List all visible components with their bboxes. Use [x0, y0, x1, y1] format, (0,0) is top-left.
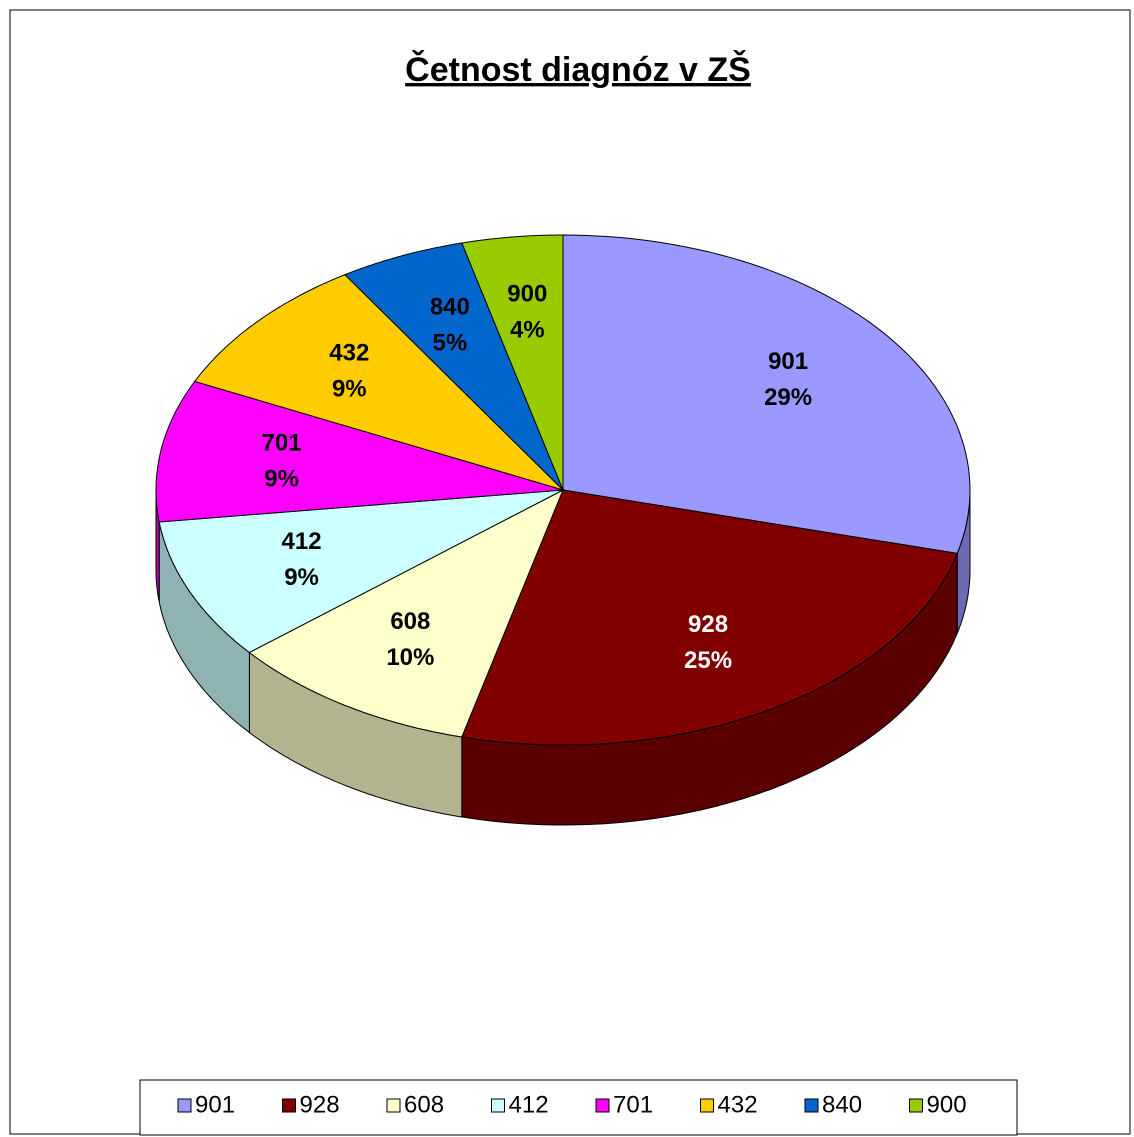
legend-label: 432 [718, 1091, 758, 1118]
legend-swatch [595, 1098, 610, 1113]
data-label-value: 5% [433, 330, 468, 357]
data-label-category: 701 [262, 429, 302, 456]
legend-swatch [386, 1098, 401, 1113]
data-label-value: 10% [386, 644, 434, 671]
legend-label: 840 [822, 1091, 862, 1118]
legend-swatch [491, 1098, 505, 1113]
data-label-value: 9% [264, 465, 299, 492]
data-label-value: 4% [510, 316, 545, 343]
slice [343, 242, 564, 491]
slice [248, 488, 564, 738]
slice [193, 274, 564, 491]
slice [158, 489, 564, 654]
chart-title: Četnost diagnóz v ZŠ [405, 50, 751, 89]
slice [562, 234, 971, 554]
legend-swatch [804, 1098, 819, 1113]
legend-swatch [282, 1098, 296, 1113]
legend-label: 608 [404, 1091, 444, 1118]
data-label-category: 900 [507, 280, 547, 307]
data-label-value: 29% [764, 384, 812, 411]
data-label-value: 9% [284, 564, 319, 591]
legend-swatch [700, 1098, 714, 1113]
data-label-category: 412 [282, 528, 322, 555]
data-label-category: 928 [688, 611, 728, 638]
legend-label: 900 [927, 1091, 967, 1118]
data-label-category: 840 [430, 294, 470, 321]
data-label-value: 25% [684, 647, 732, 674]
data-label-category: 901 [768, 348, 808, 375]
data-label-category: 608 [390, 608, 430, 635]
legend-label: 928 [300, 1091, 340, 1118]
slice [461, 489, 958, 746]
slice [155, 380, 564, 523]
data-label-value: 9% [332, 375, 367, 402]
data-label-category: 432 [329, 339, 369, 366]
slice [461, 234, 564, 491]
legend-box [139, 1079, 1018, 1136]
legend-swatch [177, 1098, 192, 1113]
legend-label: 701 [613, 1091, 653, 1118]
legend-swatch [909, 1098, 923, 1113]
legend-label: 901 [195, 1091, 235, 1118]
legend-label: 412 [509, 1091, 549, 1118]
